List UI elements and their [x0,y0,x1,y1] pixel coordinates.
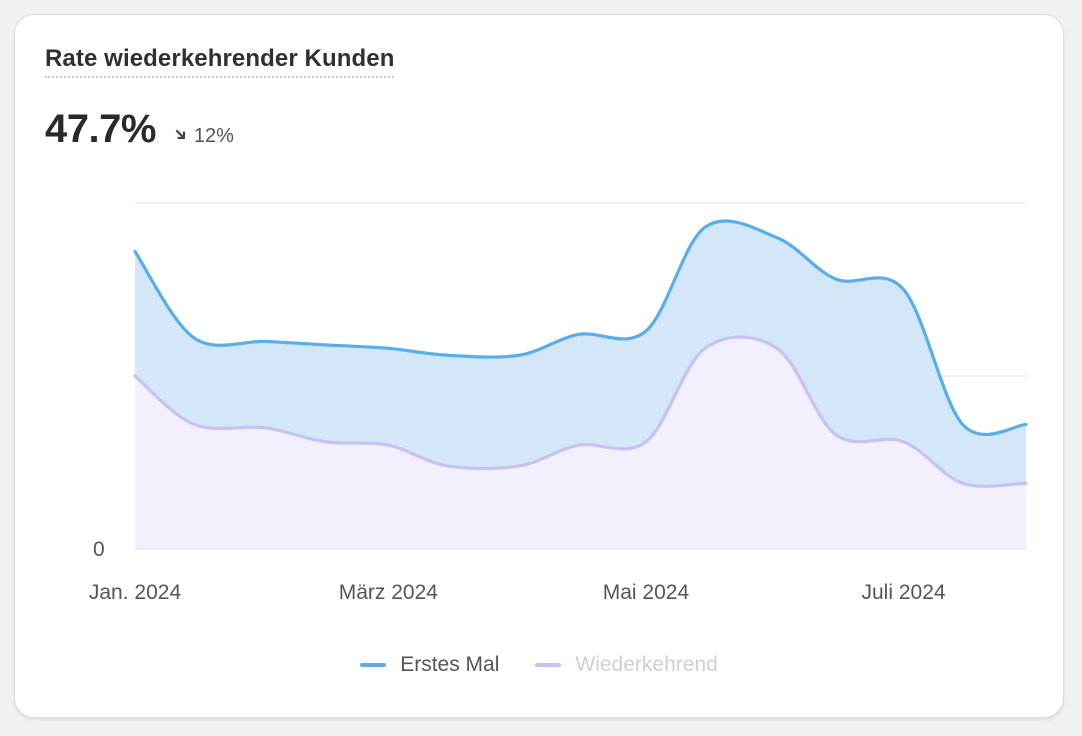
metric-row: 47.7% 12% [45,107,234,152]
line-returning [133,335,1028,488]
legend-swatch-first-time [360,663,387,667]
area-returning [135,337,1026,549]
chart-legend: Erstes Mal Wiederkehrend [15,653,1063,677]
legend-item-returning[interactable]: Wiederkehrend [535,653,718,677]
x-tick-label-3: Juli 2024 [862,581,946,604]
card-title[interactable]: Rate wiederkehrender Kunden [45,45,395,78]
change-indicator: 12% [174,125,234,148]
x-tick-label-2: Mai 2024 [603,581,690,604]
legend-label-first-time: Erstes Mal [400,653,500,676]
area-chart[interactable]: 0 Jan. 2024 März 2024 Mai 2024 Juli 2024 [15,15,1065,615]
metric-value: 47.7% [45,107,156,151]
legend-swatch-returning [535,663,562,667]
returning-customer-rate-card: Rate wiederkehrender Kunden 47.7% 12% 0 J… [14,14,1064,718]
change-value: 12% [193,125,234,147]
x-tick-label-1: März 2024 [339,581,439,604]
legend-label-returning: Wiederkehrend [575,653,718,676]
line-first-time [133,219,1028,437]
arrow-down-right-icon [174,125,188,148]
legend-item-first-time[interactable]: Erstes Mal [360,653,499,677]
y-tick-label-0: 0 [93,538,105,561]
x-tick-label-0: Jan. 2024 [89,581,182,604]
